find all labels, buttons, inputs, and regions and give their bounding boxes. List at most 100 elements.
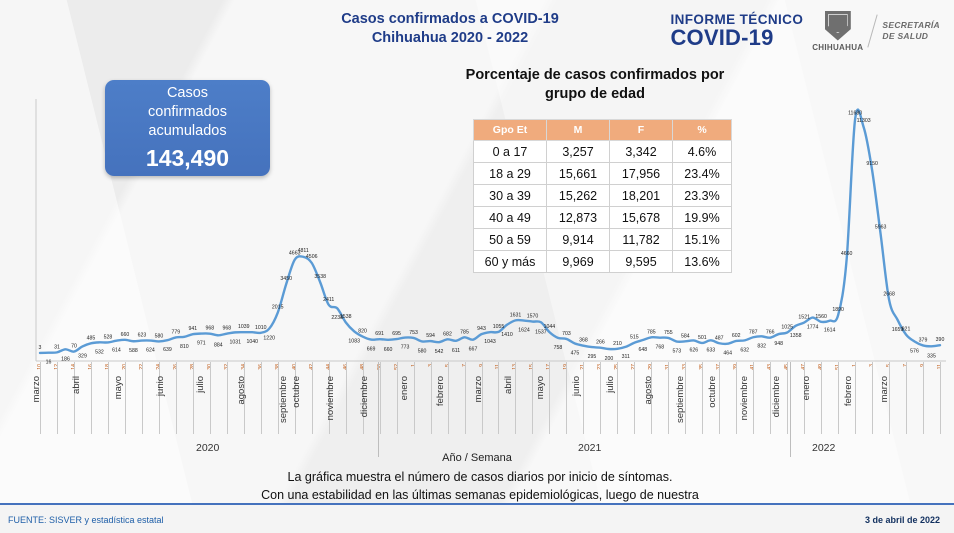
secretaria-de-salud-logo: SECRETARÍA DE SALUD (882, 20, 940, 42)
data-label: 758 (554, 345, 563, 351)
month-label: diciembre (771, 376, 782, 418)
page-title-line2: Chihuahua 2020 - 2022 (371, 30, 529, 46)
data-label: 4506 (306, 254, 318, 260)
table-cell: 15.1% (672, 228, 732, 251)
data-label: 660 (384, 347, 393, 353)
data-label: 576 (910, 349, 919, 355)
axis-tick (260, 362, 262, 434)
data-label: 200 (605, 356, 614, 362)
data-label: 573 (672, 349, 681, 355)
year-label: 2020 (196, 442, 220, 454)
axis-tick (804, 362, 806, 434)
month-label: junio (571, 376, 582, 397)
axis-tick (141, 362, 143, 434)
table-col-3: % (672, 119, 732, 141)
age-group-table: Gpo Et M F% 0 a 17 3,257 3,342 4.6% 18 a 29 15,… (473, 119, 732, 273)
axis-tick (872, 362, 874, 434)
axis-tick (549, 362, 551, 434)
axis-tick (600, 362, 602, 434)
data-label: 1055 (493, 324, 505, 330)
data-label: 5963 (875, 225, 887, 231)
month-label: octubre (291, 376, 302, 408)
data-label: 820 (358, 329, 367, 335)
data-label: 31 (54, 344, 60, 350)
data-label: 1044 (544, 324, 556, 330)
data-label: 614 (112, 348, 121, 354)
year-separator (790, 362, 791, 457)
axis-tick (379, 362, 381, 434)
month-label: agosto (643, 376, 654, 405)
epidemic-curve-chart: 3 16 31 186 70 329 485 532 528 614 660 588 623 624 580… (0, 95, 954, 365)
chihuahua-emblem: CHIHUAHUA (812, 10, 864, 52)
data-label: 669 (367, 347, 376, 353)
axis-tick (702, 362, 704, 434)
data-label: 968 (205, 326, 214, 332)
data-label: 588 (129, 348, 138, 354)
axis-tick (413, 362, 415, 434)
data-label: 1631 (510, 312, 522, 318)
axis-tick (56, 362, 58, 434)
table-col-2: F (609, 119, 673, 141)
data-label: 9150 (866, 161, 878, 167)
axis-tick (430, 362, 432, 434)
data-label: 623 (138, 333, 147, 339)
age-table-title-line2: grupo de edad (545, 86, 645, 102)
axis-tick (447, 362, 449, 434)
year-label: 2021 (578, 442, 602, 454)
data-label: 464 (723, 351, 732, 357)
data-label: 11303 (857, 118, 871, 124)
data-label: 335 (927, 353, 936, 359)
month-label: noviembre (739, 376, 750, 421)
axis-tick (668, 362, 670, 434)
data-label: 3 (39, 345, 42, 351)
data-label: 515 (630, 335, 639, 341)
data-label: 1614 (824, 328, 836, 334)
data-label: 943 (477, 326, 486, 332)
month-label: julio (195, 376, 206, 393)
data-label: 2238 (331, 315, 343, 321)
axis-tick (634, 362, 636, 434)
month-label: marzo (31, 376, 42, 403)
data-label: 70 (71, 344, 77, 350)
shield-label: CHIHUAHUA (812, 42, 864, 52)
axis-tick (158, 362, 160, 434)
data-label: 3450 (280, 276, 292, 282)
axis-tick (40, 362, 41, 434)
year-separator (378, 362, 379, 457)
axis-tick (719, 362, 721, 434)
secretaria-line2: DE SALUD (882, 31, 929, 41)
logo-line2: COVID-19 (670, 25, 774, 51)
axis-tick (107, 362, 109, 434)
data-label: 528 (104, 334, 113, 340)
data-label: 703 (562, 331, 571, 337)
data-label: 624 (146, 348, 155, 354)
table-cell: 13.6% (672, 250, 732, 273)
data-label: 1043 (484, 339, 496, 345)
data-label: 4811 (298, 248, 309, 254)
data-label: 773 (401, 345, 410, 351)
data-label: 832 (757, 343, 766, 349)
data-label: 1659 (892, 327, 904, 333)
accumulated-value: 143,490 (145, 145, 230, 171)
month-label: noviembre (325, 376, 336, 421)
logo-line1: INFORME TÉCNICO (670, 11, 804, 27)
data-label: 584 (681, 333, 690, 339)
data-label: 580 (155, 333, 164, 339)
data-label: 1358 (790, 333, 802, 339)
axis-tick (617, 362, 619, 434)
axis-tick (906, 362, 908, 434)
chart-x-axis: 1012141618202224262830323436384042444648… (0, 362, 954, 457)
data-label: 1010 (255, 325, 267, 331)
accumulated-cases-card: Casos confirmados acumulados 143,490 (105, 80, 270, 176)
data-label: 186 (61, 356, 70, 362)
table-body: 0 a 17 3,257 3,342 4.6% 18 a 29 15,661 17,956 2… (473, 140, 732, 273)
age-table-title: Porcentaje de casos confirmados por grup… (440, 66, 750, 104)
axis-tick (515, 362, 517, 434)
data-label: 1039 (238, 324, 250, 330)
data-label: 368 (579, 338, 588, 344)
data-label: 921 (902, 327, 911, 333)
axis-tick (481, 362, 483, 434)
axis-tick (345, 362, 347, 434)
data-label: 755 (664, 330, 673, 336)
data-label: 501 (698, 335, 707, 341)
